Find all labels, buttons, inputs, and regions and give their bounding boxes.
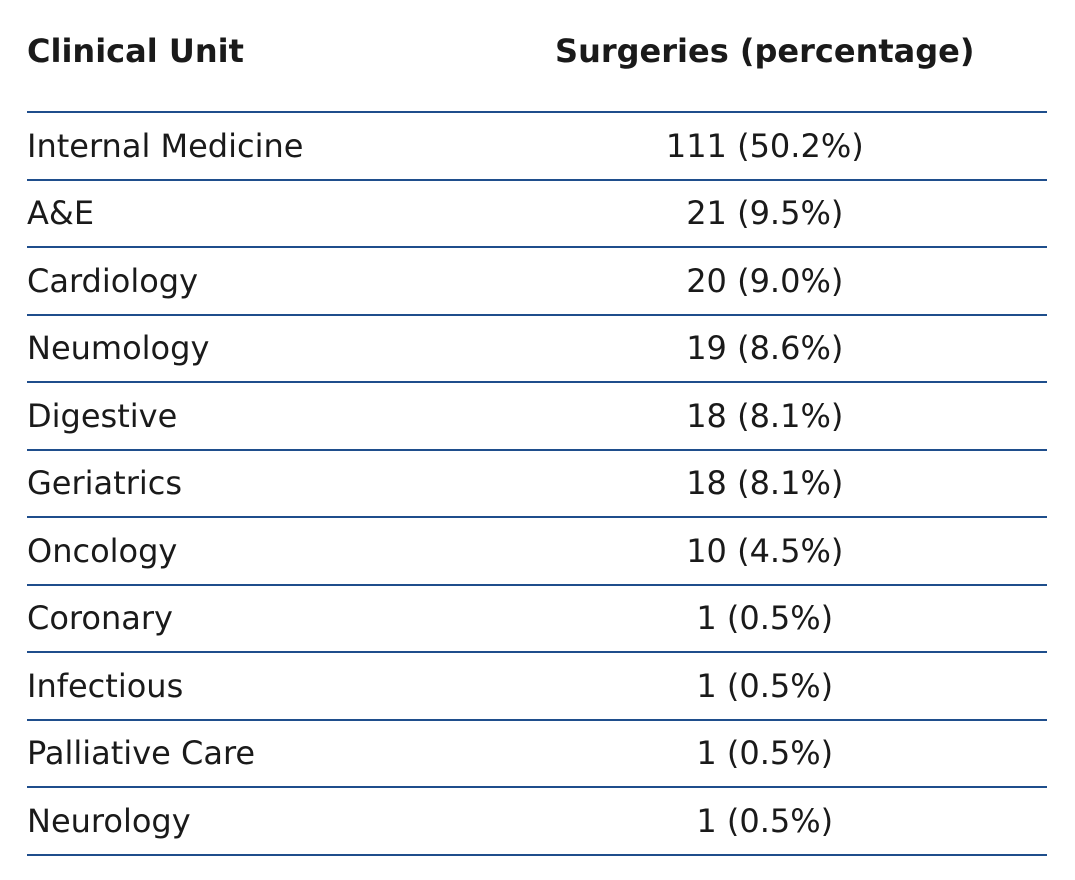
table-cell: Cardiology [27,261,199,300]
table-cell: 18 (8.1%) [686,396,844,435]
table-row: A&E 21 (9.5%) [27,181,1047,248]
table-row: Cardiology 20 (9.0%) [27,248,1047,316]
table-cell: 19 (8.6%) [686,329,844,368]
table-cell: 1 (0.5%) [696,734,834,773]
table-cell: Palliative Care [27,734,256,773]
table-row: Neumology 19 (8.6%) [27,316,1047,383]
table-cell: Digestive [27,396,178,435]
table-row: Infectious 1 (0.5%) [27,653,1047,721]
table-cell: 1 (0.5%) [696,801,834,840]
table-cell: Geriatrics [27,464,182,503]
table-cell: 21 (9.5%) [686,194,844,233]
table-cell: 20 (9.0%) [686,261,844,300]
table-cell: A&E [27,194,95,233]
table-row: Coronary 1 (0.5%) [27,586,1047,653]
table-row: Digestive 18 (8.1%) [27,383,1047,451]
table: Clinical Unit Surgeries (percentage) Int… [27,0,1047,856]
table-cell: 111 (50.2%) [665,126,864,165]
table-row: Geriatrics 18 (8.1%) [27,451,1047,518]
table-cell: Neumology [27,329,210,368]
table-cell: Infectious [27,666,184,705]
table-cell: 1 (0.5%) [696,599,834,638]
table-cell: 10 (4.5%) [686,531,844,570]
table-cell: Coronary [27,599,173,638]
table-cell: 18 (8.1%) [686,464,844,503]
header-cell: Clinical Unit [27,32,244,70]
table-cell: Oncology [27,531,178,570]
table-cell: Internal Medicine [27,126,304,165]
table-row: Internal Medicine 111 (50.2%) [27,113,1047,181]
table-row: Neurology 1 (0.5%) [27,788,1047,856]
header-row: Clinical Unit Surgeries (percentage) [27,0,1047,113]
table-cell: Neurology [27,801,191,840]
table-row: Oncology 10 (4.5%) [27,518,1047,586]
table-row: Palliative Care 1 (0.5%) [27,721,1047,788]
table-cell: 1 (0.5%) [696,666,834,705]
header-cell: Surgeries (percentage) [555,32,975,70]
